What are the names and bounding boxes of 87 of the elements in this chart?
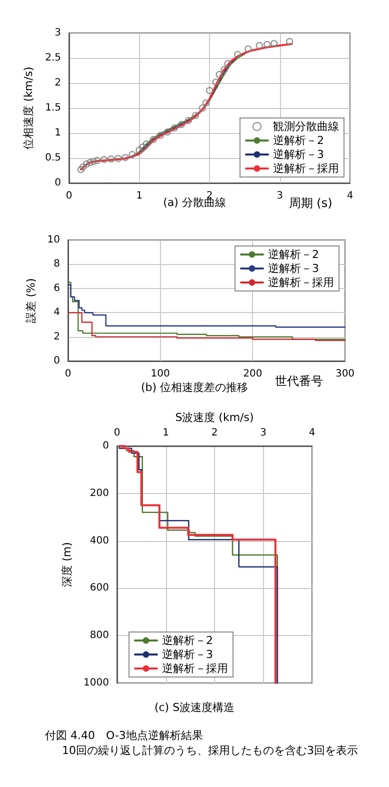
x-tick-label: 3 bbox=[276, 190, 283, 202]
point bbox=[270, 40, 278, 48]
y-tick-label: 600 bbox=[90, 582, 109, 594]
y-tick-label: 1.5 bbox=[45, 102, 61, 114]
y-tick-label: 10 bbox=[47, 234, 60, 246]
y-tick-label: 4 bbox=[54, 307, 60, 318]
y-axis-title: 深度 (m) bbox=[60, 542, 74, 587]
point bbox=[142, 140, 150, 148]
y-tick-label: 2.5 bbox=[45, 52, 61, 64]
y-tick-label: 6 bbox=[54, 282, 60, 294]
y-tick-label: 1 bbox=[54, 128, 61, 138]
text: (b) 位相速度差の推移 bbox=[140, 381, 248, 394]
point bbox=[136, 146, 143, 154]
point bbox=[198, 104, 206, 112]
y-tick-label: 200 bbox=[90, 488, 109, 499]
x-tick-label: 0 bbox=[114, 428, 120, 438]
point bbox=[202, 99, 210, 107]
legend-label: 逆解析－2 bbox=[162, 634, 213, 647]
legend-label: 逆解析－採用 bbox=[268, 276, 334, 289]
text: 付図 4.40 O-3地点逆解析結果 bbox=[45, 728, 203, 743]
x-tick-label: 4 bbox=[308, 428, 316, 438]
point bbox=[178, 120, 185, 128]
x-tick-label: 1 bbox=[136, 190, 142, 202]
point bbox=[184, 116, 192, 124]
point bbox=[212, 78, 220, 86]
x-tick-label: 300 bbox=[335, 368, 355, 380]
y-tick-label: 3 bbox=[54, 28, 61, 38]
legend-label: 逆解析－3 bbox=[268, 262, 319, 275]
point bbox=[82, 160, 90, 168]
legend-label: 逆解析－3 bbox=[162, 648, 213, 661]
x-tick-label: 200 bbox=[243, 368, 262, 380]
y-axis-title: 位相速度 (km/s) bbox=[22, 66, 36, 150]
y-tick-label: 2 bbox=[54, 78, 61, 88]
point bbox=[206, 86, 214, 94]
point bbox=[94, 156, 101, 164]
point bbox=[220, 66, 228, 74]
point bbox=[128, 150, 136, 158]
point bbox=[216, 70, 223, 78]
point bbox=[286, 38, 294, 46]
legend-label: 逆解析－採用 bbox=[162, 662, 228, 675]
point bbox=[100, 156, 108, 164]
point bbox=[256, 42, 263, 50]
point bbox=[122, 154, 129, 162]
y-tick-label: 1000 bbox=[84, 678, 109, 688]
point bbox=[150, 136, 157, 144]
y-tick-label: 2 bbox=[54, 331, 60, 342]
x-tick-label: 1 bbox=[162, 428, 169, 438]
legend-label: 観測分散曲線 bbox=[273, 120, 339, 133]
y-tick-label: 0 bbox=[54, 178, 61, 188]
legend-label: 逆解析－3 bbox=[273, 148, 324, 161]
x-tick-label: 4 bbox=[346, 190, 354, 202]
point bbox=[86, 158, 94, 166]
point bbox=[90, 158, 98, 166]
point bbox=[108, 155, 115, 163]
legend-label: 逆解析－採用 bbox=[273, 162, 339, 175]
line-series bbox=[132, 53, 246, 157]
point bbox=[77, 166, 85, 174]
point bbox=[264, 40, 271, 48]
point bbox=[139, 143, 146, 151]
x-tick-label: 0 bbox=[64, 368, 72, 380]
y-tick-label: 0 bbox=[54, 356, 60, 366]
x-tick-label: 0 bbox=[66, 190, 72, 202]
x-axis-title: 周期 (s) bbox=[288, 196, 332, 210]
y-tick-label: 0 bbox=[102, 440, 109, 452]
point bbox=[156, 132, 164, 140]
point bbox=[114, 154, 122, 162]
legend-label: 逆解析－2 bbox=[273, 134, 324, 147]
legend-label: 逆解析－2 bbox=[268, 248, 319, 261]
text: 10回の繰り返し計算のうち、採用したものを含む3回を表示 bbox=[62, 743, 358, 758]
point bbox=[192, 112, 200, 120]
x-axis-title: S波速度 (km/s) bbox=[175, 411, 254, 424]
point bbox=[164, 128, 171, 136]
x-tick-label: 3 bbox=[260, 428, 266, 438]
x-tick-label: 100 bbox=[150, 368, 170, 380]
point bbox=[224, 60, 232, 68]
x-tick-label: 2 bbox=[211, 428, 218, 438]
point bbox=[79, 163, 87, 171]
text: (c) S波速度構造 bbox=[154, 701, 235, 714]
y-tick-label: 8 bbox=[54, 258, 60, 270]
point bbox=[244, 45, 252, 53]
y-tick-label: 400 bbox=[90, 535, 109, 546]
point bbox=[170, 124, 178, 132]
y-axis-title: 誤差 (%) bbox=[24, 278, 38, 323]
y-tick-label: 800 bbox=[90, 630, 109, 642]
point bbox=[234, 50, 242, 58]
y-tick-label: 0.5 bbox=[45, 152, 61, 164]
x-axis-title: 世代番号 bbox=[275, 374, 323, 388]
